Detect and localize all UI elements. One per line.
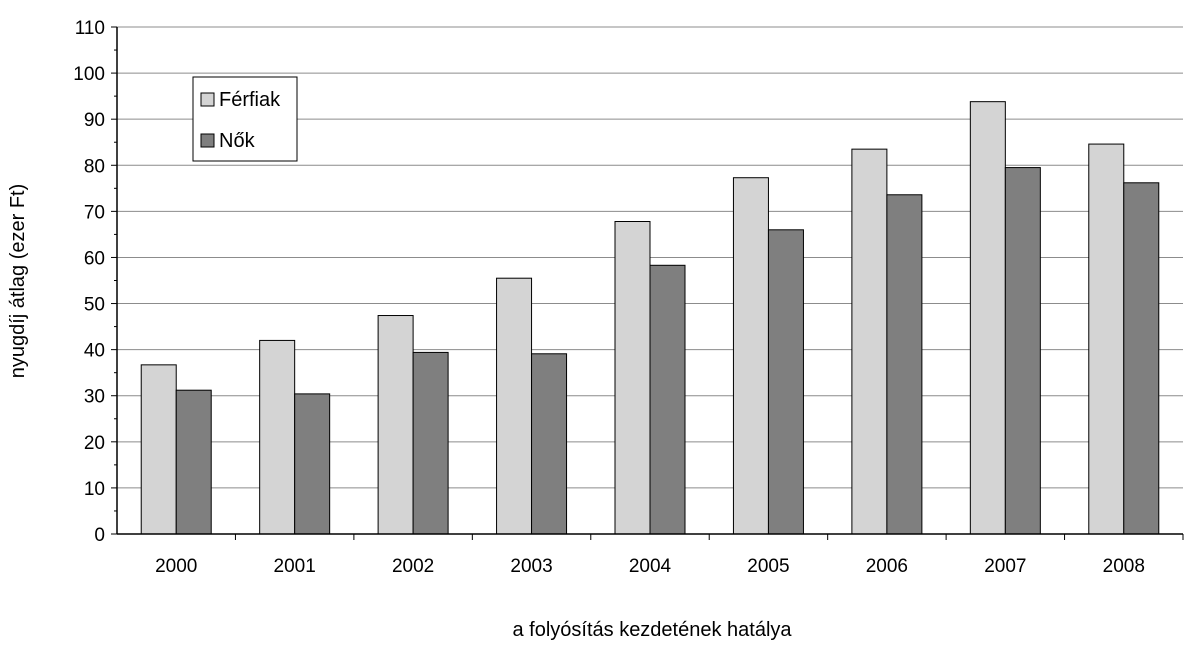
bar-nok-2000	[176, 390, 211, 534]
x-tick-label: 2007	[984, 556, 1026, 577]
y-tick-label: 20	[84, 433, 105, 454]
x-tick-label: 2005	[747, 556, 789, 577]
y-axis-title: nyugdíj átlag (ezer Ft)	[7, 184, 29, 379]
bar-ferfiak-2005	[733, 178, 768, 534]
y-tick-label: 10	[84, 479, 105, 500]
bar-nok-2001	[295, 394, 330, 534]
bar-ferfiak-2002	[378, 316, 413, 534]
bar-nok-2005	[768, 230, 803, 534]
y-tick-label: 70	[84, 202, 105, 223]
legend-swatch-nok	[201, 134, 214, 147]
bar-ferfiak-2008	[1089, 144, 1124, 534]
legend-label-nok: Nők	[219, 130, 256, 152]
x-tick-label: 2001	[274, 556, 316, 577]
y-tick-label: 80	[84, 156, 105, 177]
x-tick-label: 2003	[510, 556, 552, 577]
bars	[141, 102, 1159, 534]
bar-nok-2008	[1124, 183, 1159, 534]
y-tick-labels: 0 10 20 30 40 50 60 70 80 90 100 110	[73, 18, 105, 546]
x-tick-label: 2006	[866, 556, 908, 577]
bar-nok-2007	[1005, 168, 1040, 534]
y-tick-label: 90	[84, 110, 105, 131]
x-axis-title: a folyósítás kezdetének hatálya	[512, 619, 792, 641]
legend-swatch-ferfiak	[201, 93, 214, 106]
bar-ferfiak-2003	[497, 278, 532, 534]
y-tick-label: 0	[94, 525, 105, 546]
y-tick-label: 40	[84, 341, 105, 362]
x-tick-label: 2002	[392, 556, 434, 577]
bar-nok-2002	[413, 352, 448, 534]
bar-nok-2003	[532, 354, 567, 534]
x-tick-labels: 2000 2001 2002 2003 2004 2005 2006 2007 2008	[155, 556, 1145, 577]
y-tick-label: 30	[84, 387, 105, 408]
y-tick-label: 50	[84, 295, 105, 316]
bar-ferfiak-2001	[260, 340, 295, 534]
bar-ferfiak-2000	[141, 365, 176, 534]
bar-nok-2006	[887, 195, 922, 534]
y-tick-label: 60	[84, 248, 105, 269]
x-tick-label: 2004	[629, 556, 672, 577]
bar-nok-2004	[650, 265, 685, 534]
y-tick-label: 100	[73, 64, 105, 85]
legend: Férfiak Nők	[193, 77, 297, 161]
x-tick-label: 2000	[155, 556, 197, 577]
legend-label-ferfiak: Férfiak	[219, 89, 281, 111]
bar-ferfiak-2004	[615, 222, 650, 534]
y-tick-label: 110	[75, 18, 105, 39]
bar-ferfiak-2007	[970, 102, 1005, 534]
x-tick-label: 2008	[1103, 556, 1145, 577]
bar-ferfiak-2006	[852, 149, 887, 534]
